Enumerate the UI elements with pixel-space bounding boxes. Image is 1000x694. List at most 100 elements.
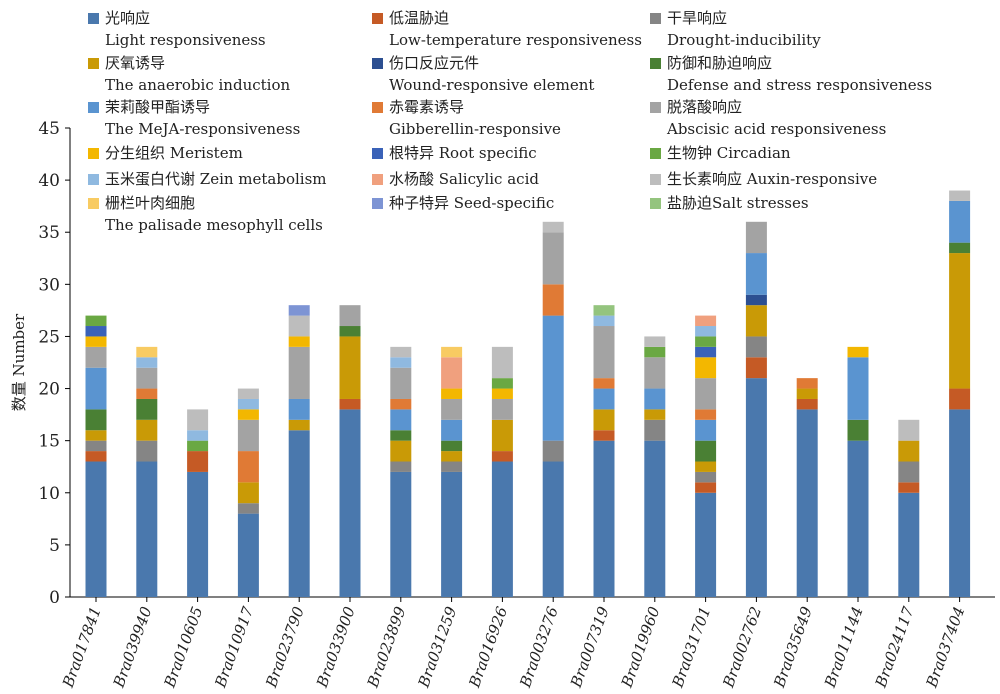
- legend-label-en: Abscisic acid responsiveness: [667, 120, 887, 138]
- bar-segment-Bra031701-13: [695, 315, 717, 327]
- bar-segment-Bra023899-2: [390, 461, 412, 472]
- legend-label: 栅栏叶肉细胞: [105, 194, 196, 212]
- bar-segment-Bra017841-3: [85, 430, 107, 441]
- bar-segment-Bra037404-14: [949, 190, 971, 201]
- legend-swatch: [650, 102, 661, 113]
- bar-segment-Bra007319-12: [593, 315, 615, 327]
- bar-segment-Bra024117-14: [898, 419, 920, 441]
- bar-segment-Bra031259-15: [441, 346, 463, 358]
- bar-segment-Bra003276-14: [542, 221, 564, 233]
- bar-segment-Bra023899-8: [390, 367, 412, 399]
- bar-segment-Bra031259-13: [441, 357, 463, 389]
- legend-label: 生长素响应 Auxin-responsive: [667, 170, 878, 188]
- bar-segment-Bra024117-0: [898, 492, 920, 597]
- y-tick-label: 15: [38, 432, 60, 452]
- bar-segment-Bra035649-3: [796, 388, 818, 399]
- bar-segment-Bra010917-14: [237, 388, 259, 399]
- x-tick-label: Bra002762: [719, 604, 765, 690]
- bar-segment-Bra031259-8: [441, 398, 463, 420]
- x-tick-label: Bra017841: [59, 604, 105, 690]
- bar-segment-Bra007319-7: [593, 378, 615, 389]
- bar-segment-Bra019960-2: [644, 419, 666, 441]
- bar-segment-Bra016926-9: [491, 388, 513, 399]
- bar-segment-Bra035649-0: [796, 409, 818, 597]
- bar-segment-Bra023790-0: [288, 430, 310, 597]
- bar-segment-Bra010605-11: [187, 440, 209, 452]
- bar-segment-Bra010605-0: [187, 471, 209, 597]
- x-tick-label: Bra007319: [567, 604, 613, 691]
- bar-segment-Bra017841-5: [85, 409, 107, 431]
- bar-segment-Bra031701-11: [695, 336, 717, 347]
- x-tick-label: Bra010605: [160, 604, 206, 690]
- bar-segment-Bra031701-7: [695, 409, 717, 420]
- legend-label: 玉米蛋白代谢 Zein metabolism: [105, 170, 327, 188]
- bar-segment-Bra037404-1: [949, 388, 971, 410]
- bar-segment-Bra010605-1: [187, 451, 209, 472]
- legend-label-en: The MeJA-responsiveness: [105, 120, 301, 138]
- x-tick-label: Bra011144: [821, 604, 867, 690]
- bar-segment-Bra039940-8: [136, 367, 158, 389]
- bar-segment-Bra039940-5: [136, 398, 158, 420]
- bar-segment-Bra011144-0: [847, 440, 869, 597]
- chart-legend: 光响应 Light responsiveness 低温胁迫 Low-temperatu…: [0, 0, 1000, 240]
- bar-segment-Bra039940-0: [136, 461, 158, 597]
- bar-segment-Bra019960-11: [644, 346, 666, 358]
- legend-label: 光响应: [105, 9, 151, 27]
- bar-segment-Bra002762-6: [745, 253, 767, 295]
- bar-segment-Bra024117-2: [898, 461, 920, 483]
- bar-segment-Bra019960-14: [644, 336, 666, 347]
- x-tick-label: Bra035649: [770, 604, 816, 691]
- bar-segment-Bra037404-0: [949, 409, 971, 597]
- bar-segment-Bra023790-14: [288, 315, 310, 337]
- legend-label: 防御和胁迫响应: [667, 54, 773, 72]
- bar-segment-Bra007319-17: [593, 305, 615, 316]
- bar-segment-Bra031701-12: [695, 326, 717, 337]
- legend-swatch: [650, 174, 661, 185]
- legend-label: 分生组织 Meristem: [105, 144, 243, 162]
- bar-segment-Bra023790-8: [288, 346, 310, 399]
- legend-label-en: Wound-responsive element: [389, 76, 595, 94]
- bar-segment-Bra037404-3: [949, 253, 971, 389]
- bar-segment-Bra003276-8: [542, 232, 564, 285]
- bar-segment-Bra016926-0: [491, 461, 513, 597]
- legend-swatch: [372, 198, 383, 209]
- y-tick-label: 0: [49, 588, 60, 608]
- legend-label: 根特异 Root specific: [389, 144, 537, 162]
- bar-segment-Bra010917-8: [237, 419, 259, 452]
- legend-label: 水杨酸 Salicylic acid: [389, 170, 539, 188]
- bar-segment-Bra010917-2: [237, 503, 259, 514]
- legend-label: 干旱响应: [667, 9, 728, 27]
- bar-segment-Bra023790-6: [288, 398, 310, 420]
- bar-segment-Bra031701-8: [695, 378, 717, 410]
- bar-segment-Bra031259-5: [441, 440, 463, 452]
- x-tick-label: Bra037404: [922, 604, 968, 690]
- y-tick-label: 45: [38, 119, 60, 139]
- legend-swatch: [372, 148, 383, 159]
- y-axis-title: 数量 Number: [10, 313, 28, 411]
- legend-swatch: [88, 148, 99, 159]
- legend-swatch: [650, 58, 661, 69]
- bar-segment-Bra023790-3: [288, 419, 310, 431]
- bar-segment-Bra023790-9: [288, 336, 310, 347]
- legend-label: 种子特异 Seed-specific: [389, 194, 555, 212]
- bar-segment-Bra024117-3: [898, 440, 920, 462]
- bar-segment-Bra007319-3: [593, 409, 615, 431]
- bar-segment-Bra031701-1: [695, 482, 717, 493]
- bar-segment-Bra037404-6: [949, 200, 971, 243]
- legend-label-en: Light responsiveness: [105, 31, 266, 49]
- legend-label-en: The anaerobic induction: [105, 76, 291, 94]
- legend-swatch: [372, 13, 383, 24]
- bar-segment-Bra031701-9: [695, 357, 717, 379]
- legend-swatch: [372, 174, 383, 185]
- x-tick-label: Bra019960: [617, 604, 663, 691]
- bar-segment-Bra017841-6: [85, 367, 107, 410]
- legend-label-en: Low-temperature responsiveness: [389, 31, 642, 49]
- bar-segment-Bra016926-8: [491, 398, 513, 420]
- bar-segment-Bra002762-0: [745, 378, 767, 597]
- bar-segment-Bra007319-6: [593, 388, 615, 410]
- bar-segment-Bra007319-0: [593, 440, 615, 597]
- bar-segment-Bra016926-1: [491, 451, 513, 462]
- y-tick-label: 10: [38, 484, 60, 504]
